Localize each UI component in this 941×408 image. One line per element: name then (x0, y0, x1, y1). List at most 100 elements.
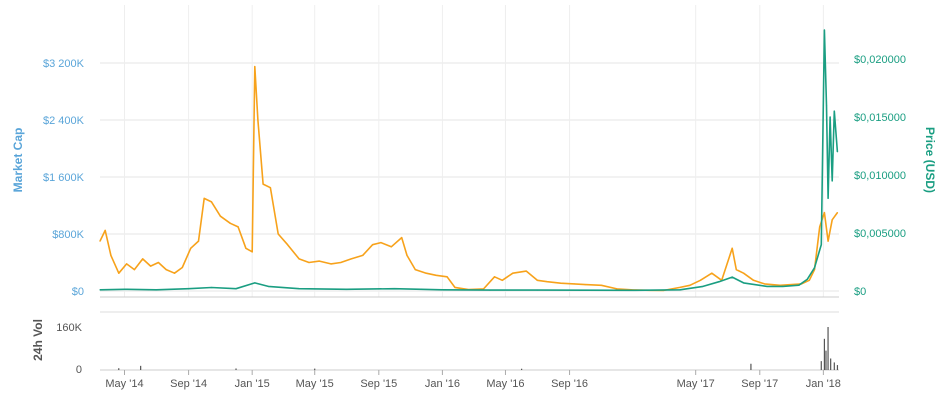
x-tick-label: Sep '15 (360, 378, 397, 390)
market_cap-point (752, 279, 755, 281)
market_cap-point (763, 283, 766, 285)
market_cap-point (287, 244, 289, 246)
market_cap-point (251, 251, 253, 253)
market-cap-tick-label: $800K (52, 229, 84, 241)
x-tick-label: Jan '15 (235, 378, 270, 390)
market_cap-point (229, 222, 231, 224)
grid-lines (100, 5, 839, 371)
market_cap-line (99, 65, 839, 292)
market-cap-tick-label: $2 400K (43, 115, 85, 127)
market_cap-point (446, 276, 448, 278)
market_cap-point (616, 288, 618, 290)
market_cap-point (699, 279, 701, 281)
price-point (820, 244, 822, 246)
market_cap-point (340, 261, 342, 264)
market_cap-point (731, 247, 733, 249)
price-point (782, 285, 784, 287)
x-tick-label: Sep '16 (551, 378, 588, 390)
price-point (345, 288, 348, 290)
x-tick-label: May '14 (105, 378, 143, 390)
market_cap-point (133, 269, 135, 271)
market_cap-point (679, 286, 681, 289)
market_cap-point (371, 244, 374, 246)
price-point (766, 285, 768, 287)
x-tick-label: May '15 (296, 378, 334, 390)
market_cap-point (237, 226, 239, 228)
market_cap-point (298, 258, 300, 260)
market_cap-point (110, 254, 112, 256)
market_cap-point (401, 236, 403, 239)
market_cap-point (219, 215, 221, 217)
price-point (632, 289, 634, 291)
market_cap-point (735, 269, 737, 271)
market_cap-point (190, 247, 192, 249)
x-tick-label: Jan '16 (425, 378, 460, 390)
price-tick-label: $0 (854, 286, 866, 298)
market_cap-point (584, 283, 586, 286)
market_cap-point (560, 282, 562, 284)
price-axis-title: Price (USD) (923, 127, 937, 193)
price-point (441, 289, 443, 291)
volume-axis: 0 160K (56, 322, 82, 376)
market_cap-point (831, 219, 833, 221)
market-cap-tick-label: $0 (72, 286, 84, 298)
market_cap-point (414, 269, 416, 271)
price-point (584, 289, 586, 291)
market_cap-point (257, 119, 259, 121)
price-point (536, 289, 538, 291)
price-axis: $0 $0,005000 $0,010000 $0,015000 $0,020000 (854, 54, 906, 298)
x-tick-label: Jan '18 (806, 378, 841, 390)
market_cap-point (790, 283, 793, 286)
market_cap-point (203, 197, 205, 199)
price-point (254, 282, 256, 284)
market_cap-point (149, 265, 152, 267)
date-axis: May '14 Sep '14 Jan '15 May '15 Sep '15 Jan '… (105, 370, 841, 390)
price-point (235, 288, 237, 290)
market_cap-point (350, 258, 352, 260)
volume-tick-label: 160K (56, 322, 82, 334)
market_cap-point (254, 65, 256, 68)
market_cap-point (262, 183, 264, 185)
price-point (489, 289, 491, 291)
market_cap-point (454, 286, 456, 289)
market_cap-point (118, 272, 120, 274)
price-point (806, 278, 808, 280)
price-point (718, 281, 720, 283)
market-cap-tick-label: $3 200K (43, 58, 85, 70)
price-tick-label: $0,010000 (854, 170, 906, 182)
volume-axis-title: 24h Vol (31, 319, 45, 361)
series-layer (99, 29, 839, 370)
market_cap-point (823, 212, 826, 214)
market_cap-point (808, 279, 810, 281)
market_cap-point (711, 272, 713, 274)
market_cap-point (165, 269, 167, 271)
x-tick-label: May '17 (677, 378, 715, 390)
market-cap-axis: $0 $800K $1 600K $2 400K $3 200K (43, 58, 85, 298)
market_cap-point (210, 201, 213, 203)
price-point (831, 180, 833, 182)
price-point (298, 288, 300, 290)
market_cap-point (546, 281, 548, 283)
price-point (813, 267, 816, 269)
price-tick-label: $0,005000 (854, 228, 906, 240)
price-point (393, 288, 396, 290)
market_cap-point (181, 266, 183, 269)
market_cap-point (173, 272, 176, 274)
price-point (743, 282, 745, 284)
market_cap-point (245, 247, 247, 249)
market_cap-point (819, 226, 821, 228)
price-point (123, 288, 126, 290)
price-tick-label: $0,020000 (854, 54, 906, 66)
market_cap-point (600, 284, 602, 286)
market-cap-axis-title: Market Cap (11, 128, 25, 193)
x-tick-label: Sep '14 (170, 378, 207, 390)
market_cap-point (425, 272, 427, 274)
market_cap-point (277, 233, 279, 235)
price-point (702, 285, 704, 287)
market_cap-point (836, 212, 839, 214)
market_cap-point (493, 276, 496, 278)
price-point (823, 29, 826, 31)
market_cap-point (390, 246, 392, 248)
market_cap-point (406, 254, 408, 256)
